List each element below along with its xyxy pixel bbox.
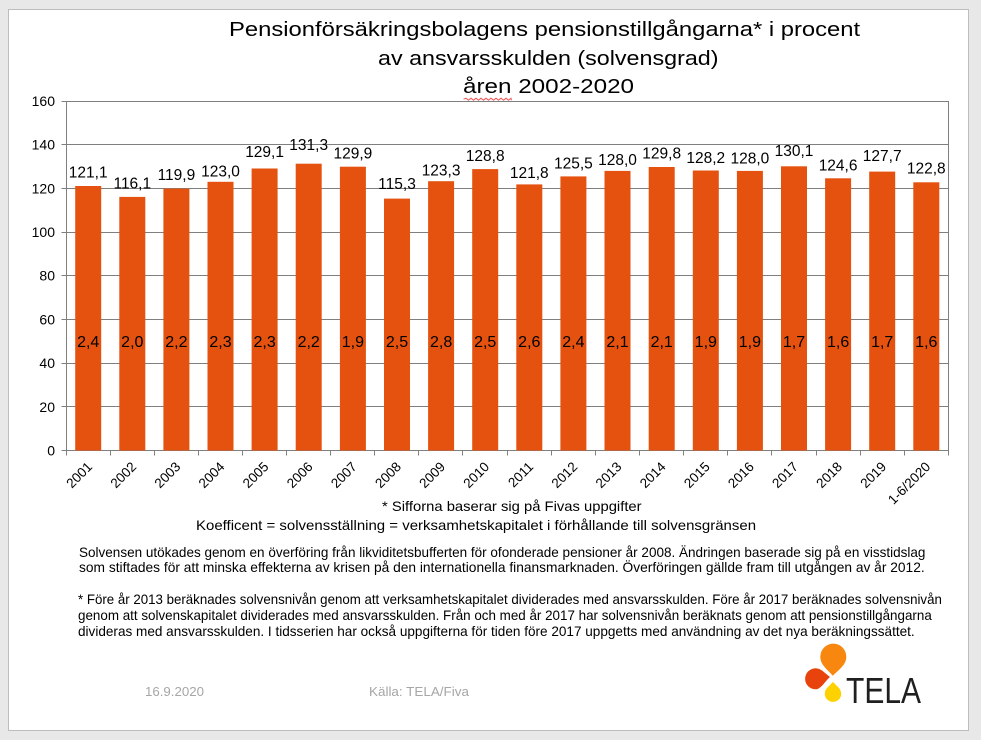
svg-text:125,5: 125,5 [554, 156, 593, 173]
svg-text:2,1: 2,1 [651, 334, 673, 351]
svg-text:2,3: 2,3 [253, 334, 275, 351]
svg-text:2002: 2002 [107, 459, 139, 491]
svg-text:127,7: 127,7 [863, 148, 902, 165]
svg-text:124,6: 124,6 [819, 157, 858, 174]
svg-text:116,1: 116,1 [113, 175, 151, 192]
svg-text:2,4: 2,4 [77, 334, 99, 351]
svg-text:115,3: 115,3 [378, 176, 416, 193]
svg-text:1,9: 1,9 [342, 334, 364, 351]
svg-text:120: 120 [32, 180, 56, 196]
svg-text:2018: 2018 [813, 459, 845, 491]
svg-text:140: 140 [32, 137, 56, 153]
svg-text:2019: 2019 [857, 459, 889, 491]
svg-text:0: 0 [47, 443, 55, 459]
svg-text:2011: 2011 [505, 459, 536, 490]
svg-text:100: 100 [32, 224, 56, 240]
svg-text:121,1: 121,1 [69, 164, 108, 181]
svg-text:129,9: 129,9 [334, 146, 373, 163]
svg-text:2,5: 2,5 [474, 334, 496, 351]
svg-text:131,3: 131,3 [289, 137, 328, 154]
svg-text:128,0: 128,0 [731, 151, 770, 168]
svg-text:119,9: 119,9 [158, 167, 196, 184]
svg-text:20: 20 [39, 399, 55, 415]
svg-text:2,3: 2,3 [209, 334, 231, 351]
svg-text:2,6: 2,6 [518, 334, 540, 351]
svg-text:160: 160 [32, 93, 56, 109]
svg-text:2003: 2003 [152, 459, 184, 491]
svg-text:121,8: 121,8 [510, 165, 549, 182]
svg-text:2017: 2017 [769, 459, 801, 491]
svg-text:1,9: 1,9 [695, 334, 717, 351]
svg-text:2007: 2007 [328, 459, 360, 491]
svg-text:2,4: 2,4 [562, 334, 584, 351]
svg-text:129,8: 129,8 [642, 146, 681, 163]
svg-text:1-6/2020: 1-6/2020 [885, 459, 933, 507]
svg-text:2,2: 2,2 [165, 334, 187, 351]
svg-text:2012: 2012 [549, 459, 581, 491]
svg-text:80: 80 [39, 268, 55, 284]
svg-text:1,7: 1,7 [871, 334, 893, 351]
svg-text:2,0: 2,0 [121, 334, 143, 351]
svg-text:2015: 2015 [681, 459, 713, 491]
svg-text:2006: 2006 [284, 459, 316, 491]
svg-text:2,5: 2,5 [386, 334, 408, 351]
svg-text:60: 60 [39, 311, 55, 327]
svg-text:2013: 2013 [593, 459, 625, 491]
svg-text:2014: 2014 [637, 459, 669, 491]
svg-text:128,0: 128,0 [598, 152, 637, 169]
svg-text:1,6: 1,6 [915, 334, 937, 351]
svg-text:130,1: 130,1 [775, 143, 814, 160]
svg-text:2001: 2001 [63, 459, 95, 491]
svg-text:2004: 2004 [196, 459, 228, 491]
svg-text:128,2: 128,2 [686, 150, 725, 167]
svg-text:129,1: 129,1 [245, 144, 284, 161]
svg-text:2,8: 2,8 [430, 334, 452, 351]
svg-text:2,2: 2,2 [298, 334, 320, 351]
svg-text:123,3: 123,3 [422, 162, 461, 179]
svg-text:2010: 2010 [460, 459, 492, 491]
svg-text:1,6: 1,6 [827, 334, 849, 351]
svg-text:2005: 2005 [240, 459, 272, 491]
svg-text:1,9: 1,9 [739, 334, 761, 351]
svg-text:1,7: 1,7 [783, 334, 805, 351]
svg-text:2,1: 2,1 [606, 334, 628, 351]
svg-text:40: 40 [39, 355, 55, 371]
svg-text:123,0: 123,0 [201, 163, 240, 180]
svg-text:2009: 2009 [416, 459, 448, 491]
svg-text:2016: 2016 [725, 459, 757, 491]
svg-text:TELA: TELA [846, 670, 921, 711]
svg-text:2008: 2008 [372, 459, 404, 491]
svg-text:122,8: 122,8 [907, 161, 946, 178]
svg-text:128,8: 128,8 [466, 148, 505, 165]
